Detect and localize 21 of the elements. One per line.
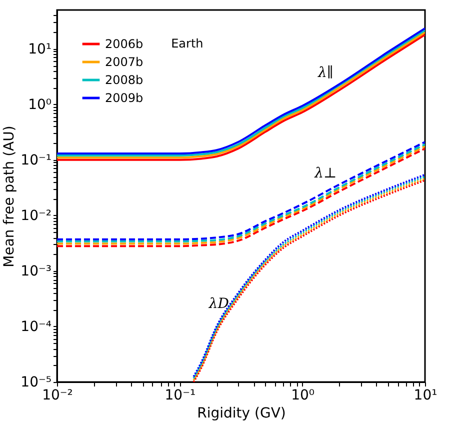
annotation: λD: [208, 296, 229, 312]
legend-label: 2008b: [105, 73, 144, 87]
y-tick-label: 10⁰: [28, 96, 52, 113]
x-tick-label: 10⁻¹: [164, 388, 196, 404]
annotation: λ⊥: [314, 166, 337, 182]
annotation: Earth: [171, 36, 204, 50]
legend-label: 2007b: [105, 55, 144, 69]
x-tick-label: 10¹: [414, 388, 438, 404]
legend-label: 2009b: [105, 91, 144, 105]
y-tick-label: 10⁻⁵: [20, 374, 52, 390]
y-tick-label: 10⁻¹: [20, 152, 52, 168]
x-tick-label: 10⁰: [291, 388, 315, 404]
y-tick-label: 10⁻²: [20, 208, 52, 224]
y-tick-label: 10⁻⁴: [20, 318, 52, 335]
legend-label: 2006b: [105, 37, 144, 51]
y-tick-label: 10⁻³: [20, 263, 52, 280]
x-tick-label: 10⁻²: [42, 388, 73, 404]
annotation: λ∥: [316, 65, 334, 82]
x-axis-title: Rigidity (GV): [197, 406, 286, 422]
y-axis-title: Mean free path (AU): [2, 126, 18, 268]
y-tick-label: 10¹: [28, 41, 52, 58]
